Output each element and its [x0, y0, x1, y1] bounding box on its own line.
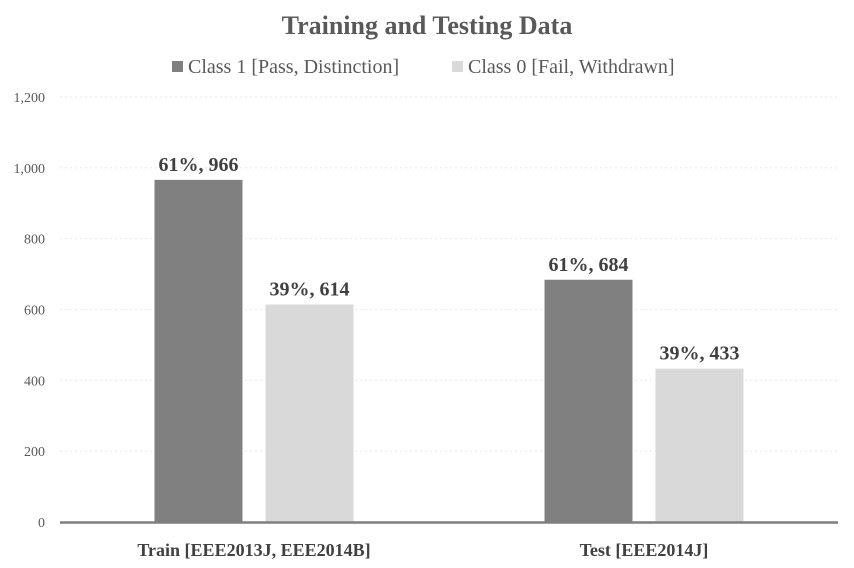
y-tick-label: 400 — [24, 374, 45, 389]
data-label: 61%, 684 — [549, 254, 629, 276]
bar-class-0-train — [265, 304, 354, 522]
bar-class-1-test — [544, 279, 633, 522]
data-labels: 61%, 966 39%, 614 61%, 684 39%, 433 — [159, 154, 740, 365]
y-tick-label: 800 — [24, 233, 45, 248]
y-tick-label: 1,000 — [14, 162, 46, 177]
legend-label-class-1: Class 1 [Pass, Distinction] — [188, 56, 399, 78]
x-tick-label-train: Train [EEE2013J, EEE2014B] — [137, 540, 370, 560]
y-tick-label: 0 — [38, 516, 45, 531]
legend-label-class-0: Class 0 [Fail, Withdrawn] — [468, 56, 675, 78]
y-axis-ticks: 0 200 400 600 800 1,000 1,200 — [14, 91, 46, 531]
bar-class-1-train — [154, 179, 243, 522]
x-tick-label-test: Test [EEE2014J] — [580, 540, 709, 560]
chart-title: Training and Testing Data — [282, 11, 573, 40]
legend-swatch-class-1 — [172, 61, 183, 72]
data-label: 39%, 433 — [660, 343, 740, 365]
bars — [154, 179, 744, 522]
data-label: 61%, 966 — [159, 154, 239, 176]
legend-swatch-class-0 — [452, 61, 463, 72]
data-label: 39%, 614 — [270, 279, 350, 301]
bar-class-0-test — [655, 368, 744, 522]
y-tick-label: 1,200 — [14, 91, 46, 106]
legend: Class 1 [Pass, Distinction] Class 0 [Fai… — [172, 56, 675, 78]
y-tick-label: 600 — [24, 304, 45, 319]
y-tick-label: 200 — [24, 445, 45, 460]
